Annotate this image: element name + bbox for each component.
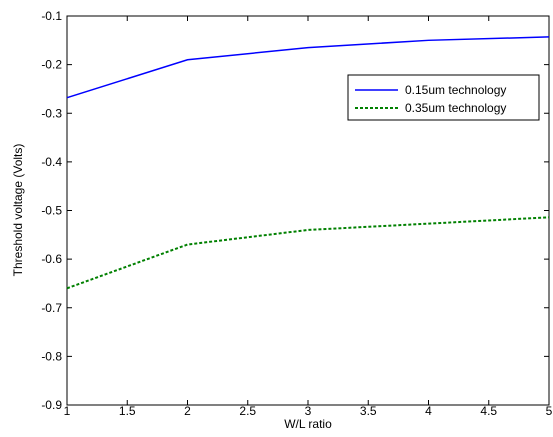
x-tick-label: 4.5 — [480, 404, 497, 418]
legend-label-series-2: 0.35um technology — [405, 101, 506, 115]
y-tick-label: -0.2 — [41, 58, 62, 72]
x-tick-label: 4 — [425, 404, 432, 418]
y-tick-label: -0.7 — [41, 301, 62, 315]
x-tick-label: 2 — [184, 404, 191, 418]
y-tick-label: -0.9 — [41, 398, 62, 412]
x-tick-label: 1.5 — [119, 404, 136, 418]
legend: 0.15um technology 0.35um technology — [348, 75, 539, 120]
y-tick-label: -0.4 — [41, 155, 62, 169]
x-tick-label: 5 — [546, 404, 553, 418]
y-axis-label: Threshold voltage (Volts) — [11, 144, 25, 277]
legend-label-series-1: 0.15um technology — [405, 83, 506, 97]
x-tick-label: 1 — [64, 404, 71, 418]
x-tick-label: 3.5 — [360, 404, 377, 418]
x-tick-label: 3 — [305, 404, 312, 418]
y-tick-label: -0.3 — [41, 106, 62, 120]
y-tick-label: -0.5 — [41, 204, 62, 218]
y-tick-label: -0.8 — [41, 349, 62, 363]
y-tick-label: -0.6 — [41, 252, 62, 266]
x-tick-label: 2.5 — [239, 404, 256, 418]
x-axis-label: W/L ratio — [284, 417, 332, 431]
y-tick-label: -0.1 — [41, 9, 62, 23]
